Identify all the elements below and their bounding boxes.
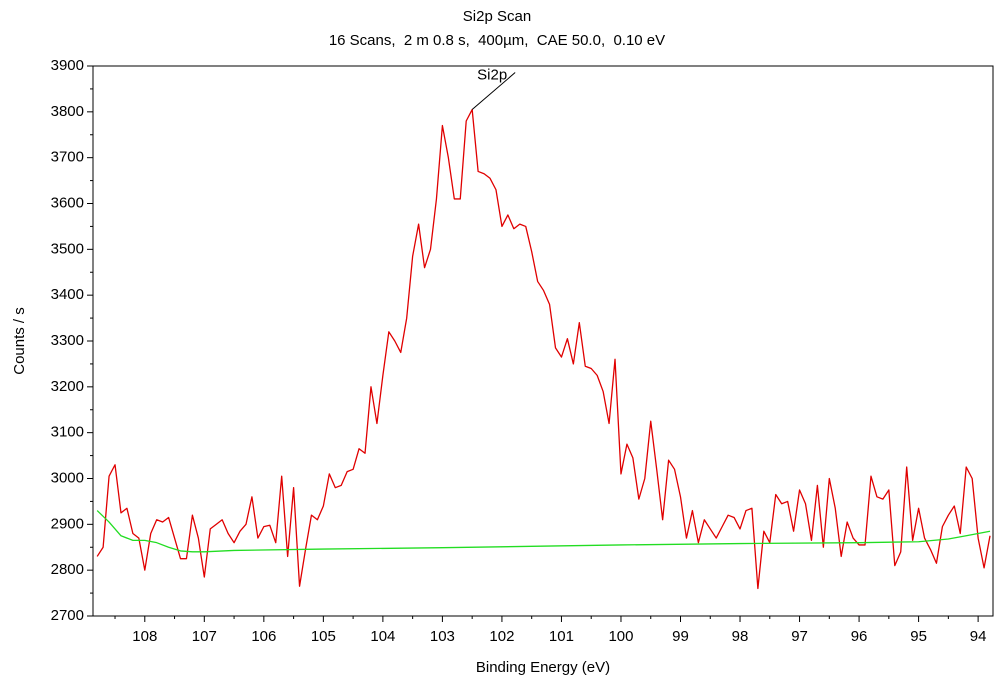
x-tick-label: 108	[132, 628, 157, 645]
x-tick-label: 98	[732, 628, 749, 645]
chart-title: Si2p Scan	[463, 8, 531, 25]
y-tick-label: 3700	[51, 149, 84, 166]
y-tick-label: 2700	[51, 607, 84, 624]
x-tick-label: 104	[370, 628, 395, 645]
data-line	[96, 108, 991, 590]
annotation-leader	[471, 72, 516, 110]
y-tick-label: 3500	[51, 240, 84, 257]
x-tick-label: 107	[192, 628, 217, 645]
annotation-label: Si2p	[477, 67, 507, 84]
y-tick-label: 3800	[51, 103, 84, 120]
y-tick-label: 3200	[51, 378, 84, 395]
x-tick-label: 105	[311, 628, 336, 645]
data-line	[96, 510, 991, 553]
x-tick-label: 101	[549, 628, 574, 645]
y-tick-label: 3400	[51, 286, 84, 303]
x-tick-label: 102	[489, 628, 514, 645]
y-tick-label: 3600	[51, 194, 84, 211]
x-tick-label: 106	[251, 628, 276, 645]
y-axis-label: Counts / s	[11, 307, 28, 375]
x-tick-label: 96	[851, 628, 868, 645]
x-tick-label: 97	[791, 628, 808, 645]
y-tick-label: 2800	[51, 561, 84, 578]
chart-subtitle: 16 Scans, 2 m 0.8 s, 400µm, CAE 50.0, 0.…	[329, 32, 665, 49]
x-tick-label: 99	[672, 628, 689, 645]
y-tick-label: 3300	[51, 332, 84, 349]
y-tick-label: 3100	[51, 424, 84, 441]
x-tick-label: 94	[970, 628, 987, 645]
x-tick-label: 95	[910, 628, 927, 645]
y-tick-label: 2900	[51, 515, 84, 532]
y-tick-label: 3900	[51, 57, 84, 74]
y-tick-label: 3000	[51, 469, 84, 486]
x-tick-label: 100	[608, 628, 633, 645]
x-axis-label: Binding Energy (eV)	[476, 659, 610, 676]
x-tick-label: 103	[430, 628, 455, 645]
